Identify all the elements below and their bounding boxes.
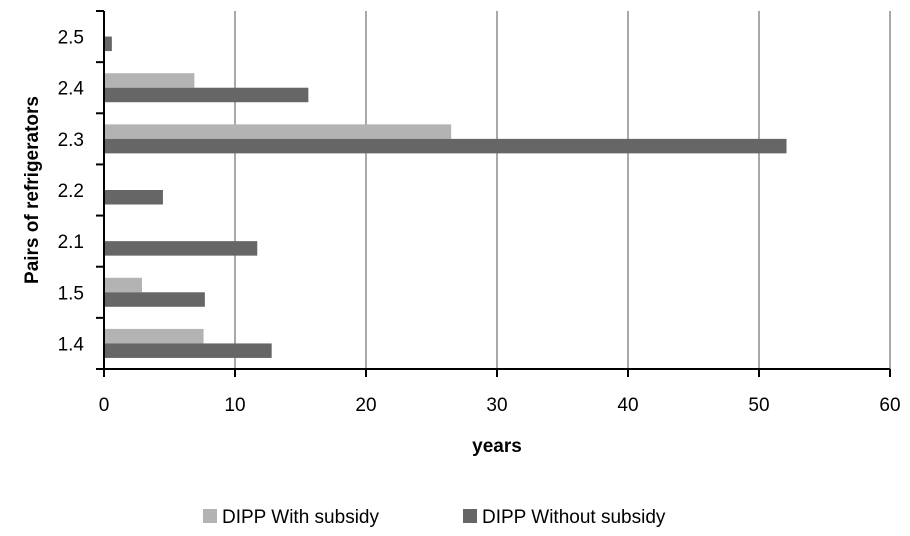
axes [96, 10, 891, 377]
legend-label: DIPP Without subsidy [482, 507, 666, 528]
bar [104, 36, 112, 52]
y-tick-label: 2.5 [58, 28, 84, 49]
y-tick-label: 1.4 [58, 334, 85, 355]
x-tick-label: 10 [224, 395, 245, 416]
y-tick-label: 1.5 [58, 283, 84, 304]
x-tick-label: 40 [617, 395, 638, 416]
bar [104, 87, 309, 103]
y-tick-label: 2.1 [58, 232, 84, 253]
y-tick-label: 2.2 [58, 181, 84, 202]
bar [104, 328, 204, 344]
x-tick-label: 50 [748, 395, 769, 416]
legend: DIPP With subsidy DIPP Without subsidy [203, 507, 666, 528]
x-axis-title: years [472, 436, 522, 457]
y-tick-label: 2.4 [58, 79, 85, 100]
bar [104, 343, 272, 358]
y-axis-title: Pairs of refrigerators [22, 96, 43, 284]
y-tick-label: 2.3 [58, 130, 84, 151]
legend-swatch [463, 509, 477, 523]
x-tick-label: 0 [99, 395, 110, 416]
bar [104, 292, 205, 307]
x-tick-labels: 0 10 20 30 40 50 60 [99, 395, 901, 416]
bar [104, 124, 452, 139]
bar [104, 190, 163, 205]
x-tick-label: 20 [355, 395, 376, 416]
legend-label: DIPP With subsidy [222, 507, 379, 528]
legend-swatch [203, 509, 217, 523]
x-tick-label: 30 [486, 395, 507, 416]
bar [104, 73, 195, 88]
gridlines [234, 11, 891, 369]
x-tick-label: 60 [879, 395, 900, 416]
y-tick-labels: 1.4 1.5 2.1 2.2 2.3 2.4 2.5 [58, 28, 85, 356]
bar [104, 277, 142, 293]
bar [104, 138, 787, 154]
bars [104, 36, 787, 358]
bar [104, 241, 258, 256]
